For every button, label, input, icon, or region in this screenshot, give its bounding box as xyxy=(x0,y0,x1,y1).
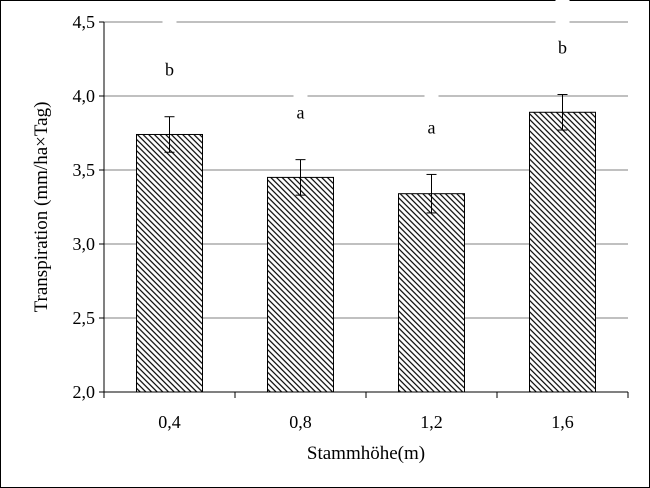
annotation-backdrop xyxy=(293,62,308,123)
y-axis-label: Transpiration (mm/ha×Tag) xyxy=(31,102,52,313)
y-axis-ticks: 2,0 2,5 3,0 3,5 4,0 4,5 xyxy=(73,12,104,402)
y-tick-label: 3,0 xyxy=(73,234,96,254)
y-tick-label: 3,5 xyxy=(73,160,96,180)
bars xyxy=(136,111,596,393)
x-axis-ticks: 0,4 0,8 1,2 1,6 xyxy=(103,392,629,432)
x-tick-label: 1,6 xyxy=(551,412,574,432)
significance-letter: b xyxy=(165,60,174,80)
x-tick-label: 1,2 xyxy=(420,412,443,432)
x-axis-label: Stammhöhe(m) xyxy=(307,443,425,464)
x-tick-label: 0,4 xyxy=(158,412,181,432)
x-tick-label: 0,8 xyxy=(289,412,312,432)
y-tick-label: 2,0 xyxy=(73,382,96,402)
y-tick-label: 4,5 xyxy=(73,12,96,32)
annotation-backdrop xyxy=(162,19,177,80)
bar xyxy=(398,193,465,393)
y-tick-label: 4,0 xyxy=(73,86,96,106)
bar xyxy=(267,176,334,393)
significance-annotations: b a a b xyxy=(162,0,570,138)
annotation-backdrop xyxy=(424,77,439,138)
significance-letter: b xyxy=(558,38,567,58)
bar xyxy=(136,133,203,393)
significance-letter: a xyxy=(297,103,305,123)
annotation-backdrop xyxy=(555,0,570,58)
bar xyxy=(529,111,596,393)
y-tick-label: 2,5 xyxy=(73,308,96,328)
significance-letter: a xyxy=(428,117,436,137)
error-bars xyxy=(164,94,568,214)
